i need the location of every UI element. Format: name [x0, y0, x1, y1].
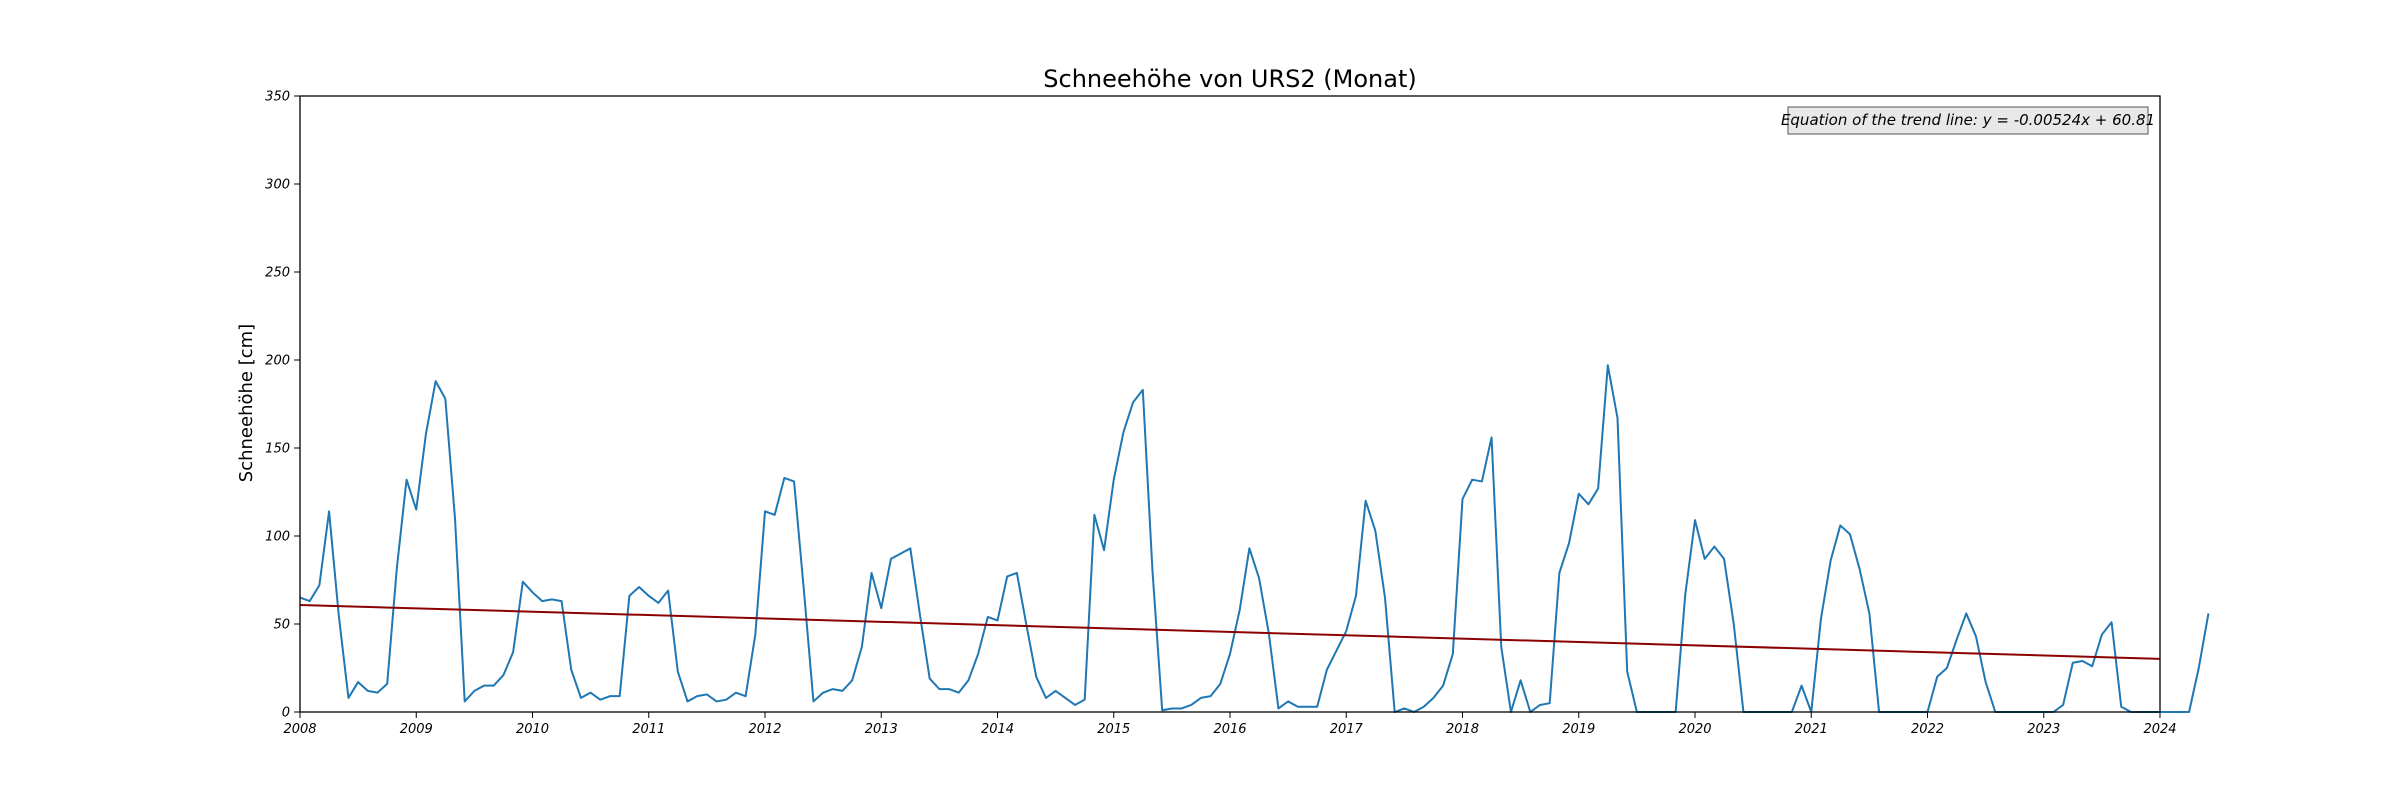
x-tick-label: 2021	[1795, 722, 1828, 737]
x-tick-label: 2012	[748, 722, 781, 737]
x-tick-label: 2008	[283, 722, 316, 737]
x-tick-label: 2017	[1330, 722, 1364, 737]
y-tick-label: 350	[265, 90, 290, 105]
x-tick-label: 2018	[1446, 722, 1479, 737]
plot-area-frame	[299, 95, 2161, 713]
x-tick-label: 2014	[981, 722, 1014, 737]
x-tick-label: 2015	[1097, 722, 1130, 737]
series-line-trend	[299, 603, 2161, 660]
chart-title: Schneehöhe von URS2 (Monat)	[1043, 65, 1416, 93]
y-tick-label: 0	[282, 706, 290, 721]
x-tick-label: 2019	[1562, 722, 1595, 737]
x-tick-label: 2022	[1911, 722, 1944, 737]
y-tick-label: 150	[265, 442, 290, 457]
x-tick-label: 2023	[2027, 722, 2060, 737]
x-tick-label: 2013	[865, 722, 898, 737]
x-tick-label: 2020	[1678, 722, 1711, 737]
axis-ticks: 2008 2009 2010 2011 2012 2013 2014 2015 2016 2017…	[265, 90, 2176, 738]
x-tick-label: 2016	[1213, 722, 1246, 737]
trend-equation-text: Equation of the trend line: y = -0.00524…	[1781, 111, 2155, 129]
y-tick-label: 300	[265, 178, 290, 193]
y-tick-label: 50	[273, 618, 290, 633]
x-tick-label: 2011	[632, 722, 665, 737]
y-tick-label: 250	[265, 266, 290, 281]
y-tick-label: 200	[265, 354, 290, 369]
x-tick-label: 2024	[2143, 722, 2176, 737]
trend-equation-box: Equation of the trend line: y = -0.00524…	[1781, 106, 2155, 135]
y-tick-label: 100	[265, 530, 290, 545]
trend-equation-box-frame	[1787, 106, 2149, 135]
x-tick-label: 2010	[516, 722, 549, 737]
y-axis-label: Schneehöhe [cm]	[236, 324, 257, 482]
x-tick-label: 2009	[400, 722, 433, 737]
